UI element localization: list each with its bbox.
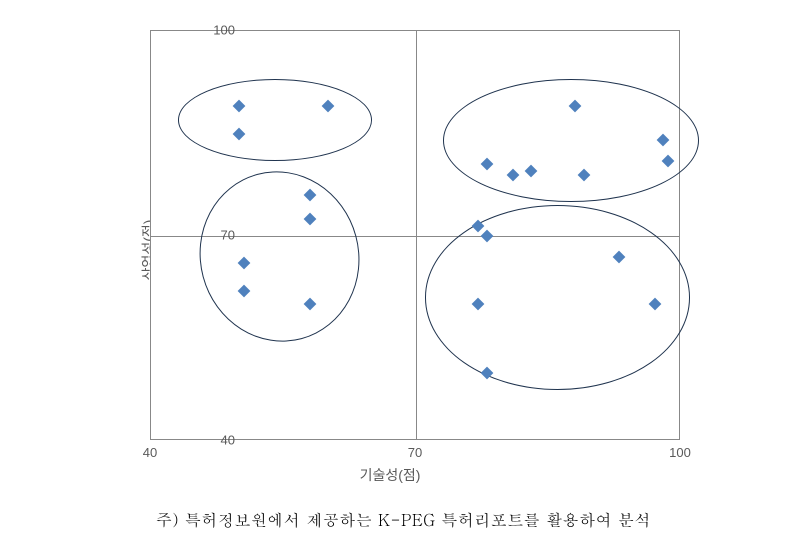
cluster-ellipse bbox=[425, 205, 690, 390]
cluster-ellipse bbox=[180, 153, 378, 359]
y-tick-label: 40 bbox=[221, 433, 235, 448]
scatter-chart: 상업성(점) 4070100 4070100 기술성(점) bbox=[80, 20, 700, 480]
caption-text: 주) 특허정보원에서 제공하는 K-PEG 특허리포트를 활용하여 분석 bbox=[156, 508, 651, 531]
x-tick-label: 40 bbox=[143, 445, 157, 460]
x-tick-label: 100 bbox=[669, 445, 691, 460]
gridline-vertical bbox=[416, 31, 417, 439]
x-tick-label: 70 bbox=[408, 445, 422, 460]
y-tick-label: 100 bbox=[213, 23, 235, 38]
y-tick-label: 70 bbox=[221, 228, 235, 243]
cluster-ellipse bbox=[178, 79, 372, 161]
x-axis-label: 기술성(점) bbox=[360, 465, 421, 485]
